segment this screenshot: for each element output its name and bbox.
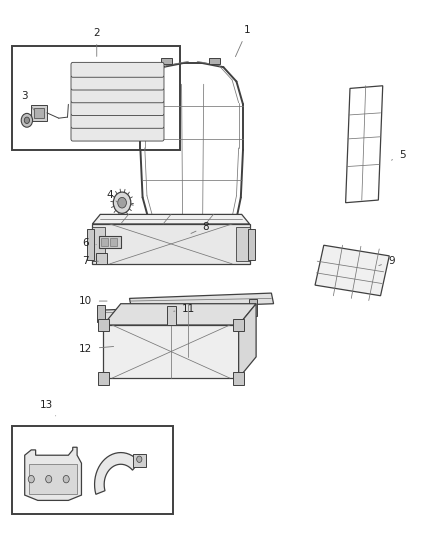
Polygon shape [239, 304, 256, 378]
Bar [130, 231, 144, 243]
Bar [249, 300, 258, 317]
Bar [12, 426, 173, 514]
Circle shape [28, 475, 34, 483]
Bar [237, 231, 251, 243]
Text: 2: 2 [93, 28, 100, 56]
Text: 9: 9 [379, 256, 395, 266]
Text: 11: 11 [174, 304, 195, 314]
FancyBboxPatch shape [71, 114, 164, 128]
Bar [237, 227, 250, 261]
Polygon shape [29, 464, 77, 494]
Polygon shape [103, 325, 239, 378]
Circle shape [137, 456, 142, 463]
Circle shape [24, 117, 29, 124]
Polygon shape [92, 224, 250, 264]
Bar [167, 306, 176, 325]
Bar [99, 236, 121, 248]
Polygon shape [315, 245, 389, 296]
Text: 4: 4 [106, 190, 118, 203]
Bar [34, 108, 44, 118]
Bar [233, 319, 244, 332]
Text: 5: 5 [392, 150, 406, 160]
Circle shape [118, 197, 127, 208]
Text: 10: 10 [79, 296, 107, 306]
Bar [92, 227, 106, 261]
Bar [12, 46, 180, 150]
Text: 3: 3 [21, 91, 34, 110]
Polygon shape [101, 305, 252, 321]
Polygon shape [130, 293, 274, 309]
Bar [98, 319, 109, 332]
Bar [133, 454, 146, 467]
Text: 7: 7 [82, 256, 99, 266]
FancyBboxPatch shape [71, 126, 164, 141]
Polygon shape [92, 214, 250, 224]
Circle shape [21, 114, 32, 127]
Text: 1: 1 [235, 25, 251, 56]
Bar [233, 372, 244, 384]
Bar [96, 253, 107, 264]
FancyBboxPatch shape [71, 101, 164, 116]
Polygon shape [103, 304, 256, 325]
Bar [97, 305, 105, 322]
Polygon shape [95, 453, 139, 494]
Text: 12: 12 [79, 344, 113, 354]
FancyBboxPatch shape [71, 75, 164, 90]
Bar [87, 229, 94, 260]
Bar [161, 58, 172, 64]
Polygon shape [25, 447, 81, 500]
Circle shape [113, 192, 131, 213]
Text: 8: 8 [191, 222, 209, 233]
FancyBboxPatch shape [71, 88, 164, 103]
Text: 6: 6 [82, 238, 96, 247]
FancyBboxPatch shape [71, 62, 164, 77]
Bar [209, 58, 220, 64]
Bar [110, 238, 117, 246]
Bar [98, 372, 109, 384]
Bar [248, 229, 255, 260]
Circle shape [46, 475, 52, 483]
Circle shape [63, 475, 69, 483]
Bar [101, 238, 108, 246]
Text: 13: 13 [40, 400, 56, 416]
Bar [31, 105, 47, 121]
